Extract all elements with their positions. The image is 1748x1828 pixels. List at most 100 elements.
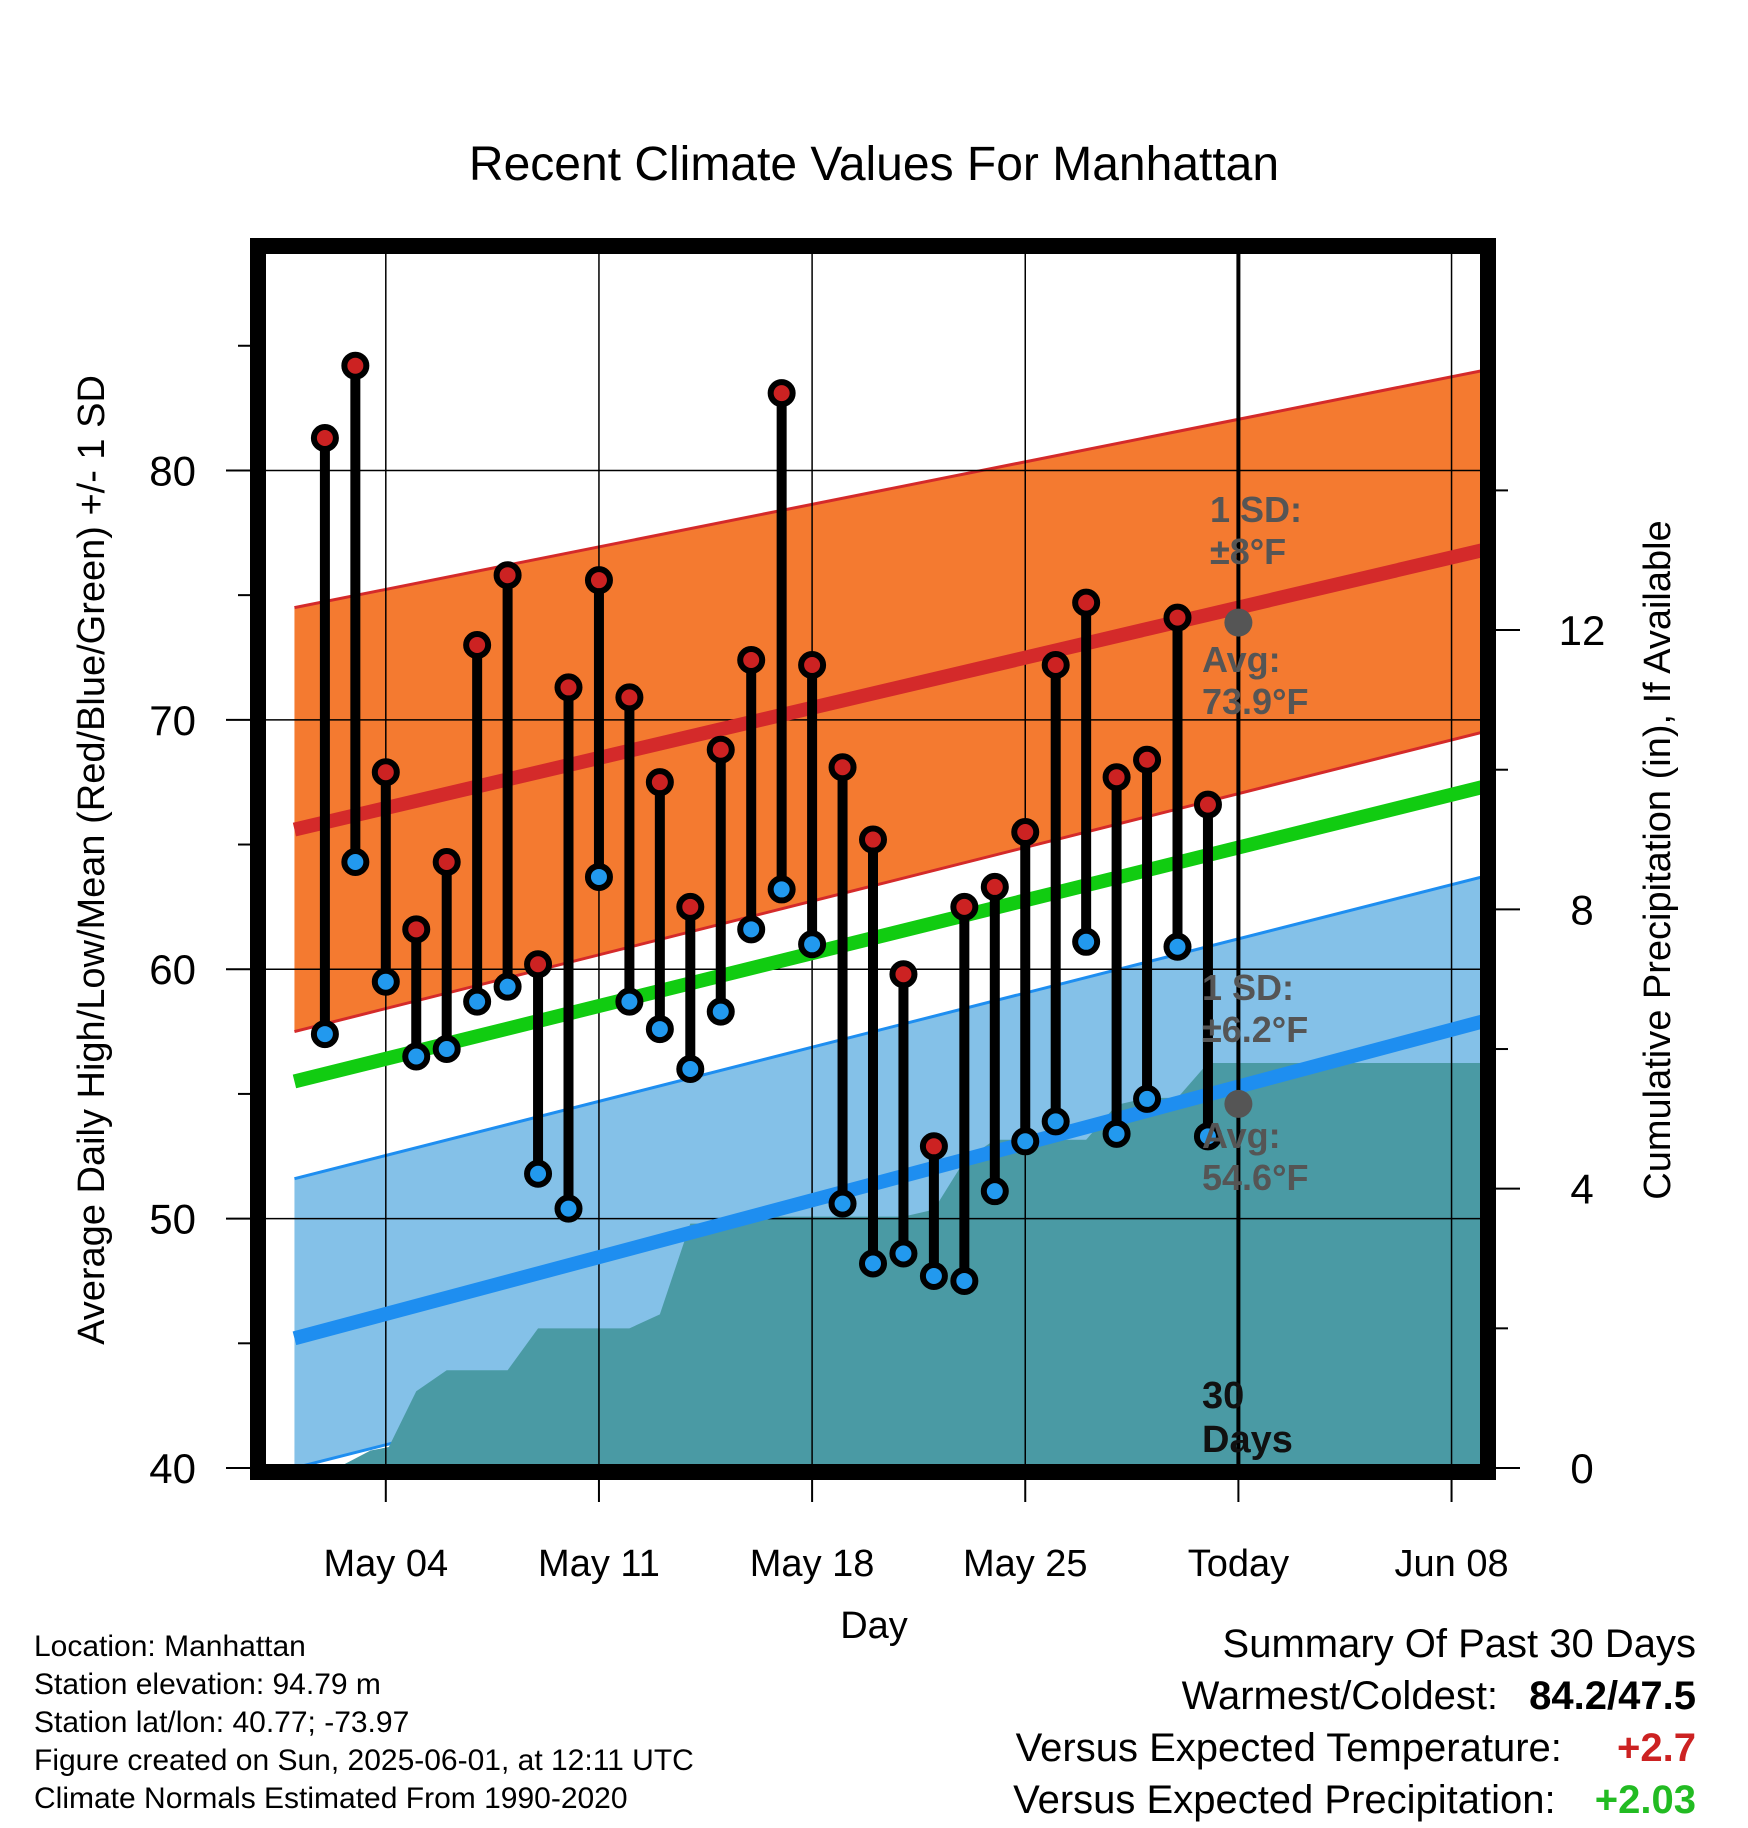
warm-cold-label: Warmest/Coldest: xyxy=(1181,1674,1499,1718)
daily-low-marker xyxy=(798,930,827,959)
normals-text: Climate Normals Estimated From 1990-2020 xyxy=(34,1782,628,1815)
y2-tick-label: 12 xyxy=(1559,607,1606,654)
location-text: Location: Manhattan xyxy=(34,1630,306,1663)
daily-low-marker xyxy=(463,987,492,1016)
period-unit: Days xyxy=(1202,1419,1293,1461)
daily-high-marker xyxy=(615,683,644,712)
period-value: 30 xyxy=(1202,1375,1244,1417)
temp-label: Versus Expected Temperature: xyxy=(1015,1726,1562,1770)
daily-low-marker xyxy=(767,875,796,904)
warm-cold-value: 84.2/47.5 xyxy=(1529,1674,1696,1718)
summary-panel: Summary Of Past 30 Days Warmest/Coldest:… xyxy=(1013,1618,1696,1826)
cumulative-precip-area xyxy=(294,1062,1482,1468)
x-tick-label: May 04 xyxy=(323,1543,448,1585)
y-tick-label: 70 xyxy=(149,697,196,744)
summary-title: Summary Of Past 30 Days xyxy=(1222,1622,1696,1666)
daily-low-marker xyxy=(980,1177,1009,1206)
y2-tick-label: 0 xyxy=(1570,1445,1593,1492)
daily-low-marker xyxy=(432,1035,461,1064)
high-sd-band-lower-edge xyxy=(294,730,1482,1034)
daily-low-marker xyxy=(615,987,644,1016)
daily-low-marker xyxy=(341,847,370,876)
daily-high-marker xyxy=(950,892,979,921)
daily-low-marker xyxy=(1102,1119,1131,1148)
high-avg-dot xyxy=(1224,608,1253,637)
y2-tick-label: 8 xyxy=(1570,886,1593,933)
low-sd-value: ±6.2°F xyxy=(1202,1009,1308,1050)
daily-low-marker xyxy=(554,1194,583,1223)
daily-low-marker xyxy=(1193,1122,1222,1151)
y-tick-label: 80 xyxy=(149,447,196,494)
y-tick-label: 60 xyxy=(149,946,196,993)
daily-low-marker xyxy=(950,1266,979,1295)
daily-high-marker xyxy=(828,753,857,782)
temp-value: +2.7 xyxy=(1617,1726,1696,1770)
daily-high-marker xyxy=(524,950,553,979)
mean-normal-line xyxy=(292,780,1482,1089)
high-avg-value: 73.9°F xyxy=(1202,681,1308,722)
low-normal-line xyxy=(292,1014,1482,1346)
daily-high-marker xyxy=(767,379,796,408)
y-tick-label: 50 xyxy=(149,1196,196,1243)
high-avg-label: Avg: xyxy=(1202,639,1281,680)
daily-low-marker xyxy=(584,862,613,891)
y2-axis-label: Cumulative Precipitation (in), If Availa… xyxy=(1637,520,1679,1199)
x-axis-label: Day xyxy=(840,1605,908,1647)
latlon-text: Station lat/lon: 40.77; -73.97 xyxy=(34,1706,410,1739)
elevation-text: Station elevation: 94.79 m xyxy=(34,1668,381,1701)
daily-high-marker xyxy=(1041,650,1070,679)
daily-low-marker xyxy=(524,1159,553,1188)
daily-low-marker xyxy=(737,915,766,944)
daily-low-marker xyxy=(1041,1107,1070,1136)
daily-low-marker xyxy=(1011,1127,1040,1156)
daily-high-marker xyxy=(980,872,1009,901)
low-avg-label: Avg: xyxy=(1202,1115,1281,1156)
daily-high-marker xyxy=(1163,603,1192,632)
y-tick-label: 40 xyxy=(149,1445,196,1492)
x-tick-label: May 11 xyxy=(538,1543,660,1585)
daily-high-marker xyxy=(341,351,370,380)
x-tick-label: May 18 xyxy=(750,1543,875,1585)
daily-high-marker xyxy=(645,768,674,797)
low-avg-value: 54.6°F xyxy=(1202,1157,1308,1198)
daily-low-marker xyxy=(889,1239,918,1268)
high-sd-value: ±8°F xyxy=(1210,531,1286,572)
daily-low-marker xyxy=(1133,1084,1162,1113)
high-normal-line xyxy=(292,543,1482,837)
daily-high-marker xyxy=(1011,818,1040,847)
daily-high-marker xyxy=(371,758,400,787)
daily-low-marker xyxy=(919,1261,948,1290)
daily-high-marker xyxy=(402,915,431,944)
precip-label: Versus Expected Precipitation: xyxy=(1013,1778,1556,1822)
daily-low-marker xyxy=(859,1249,887,1278)
daily-low-marker xyxy=(493,972,522,1001)
daily-high-marker xyxy=(554,673,583,702)
daily-high-marker xyxy=(493,561,522,590)
daily-high-marker xyxy=(1193,790,1222,819)
high-sd-label: 1 SD: xyxy=(1210,489,1302,530)
x-tick-label: May 25 xyxy=(963,1543,1088,1585)
high-sd-band-upper-edge xyxy=(294,369,1482,610)
station-info: Location: Manhattan Station elevation: 9… xyxy=(34,1628,694,1818)
y2-tick-label: 4 xyxy=(1570,1166,1593,1213)
daily-high-marker xyxy=(463,631,492,660)
precip-value: +2.03 xyxy=(1594,1778,1696,1822)
daily-low-marker xyxy=(1072,927,1101,956)
chart-title: Recent Climate Values For Manhattan xyxy=(469,138,1279,191)
daily-high-marker xyxy=(798,650,827,679)
daily-low-marker xyxy=(828,1189,857,1218)
daily-high-marker xyxy=(859,825,887,854)
daily-high-marker xyxy=(1102,763,1131,792)
low-sd-band-fill xyxy=(294,876,1482,1468)
x-tick-label: Today xyxy=(1188,1543,1289,1585)
daily-low-marker xyxy=(676,1054,705,1083)
daily-low-marker xyxy=(310,1020,339,1049)
daily-low-marker xyxy=(645,1015,674,1044)
low-avg-dot xyxy=(1224,1089,1253,1118)
plot-frame xyxy=(250,238,1496,1480)
low-sd-band-upper-edge xyxy=(294,875,1482,1181)
daily-high-marker xyxy=(1072,588,1101,617)
daily-low-marker xyxy=(371,967,400,996)
y-axis-label: Average Daily High/Low/Mean (Red/Blue/Gr… xyxy=(71,375,113,1345)
